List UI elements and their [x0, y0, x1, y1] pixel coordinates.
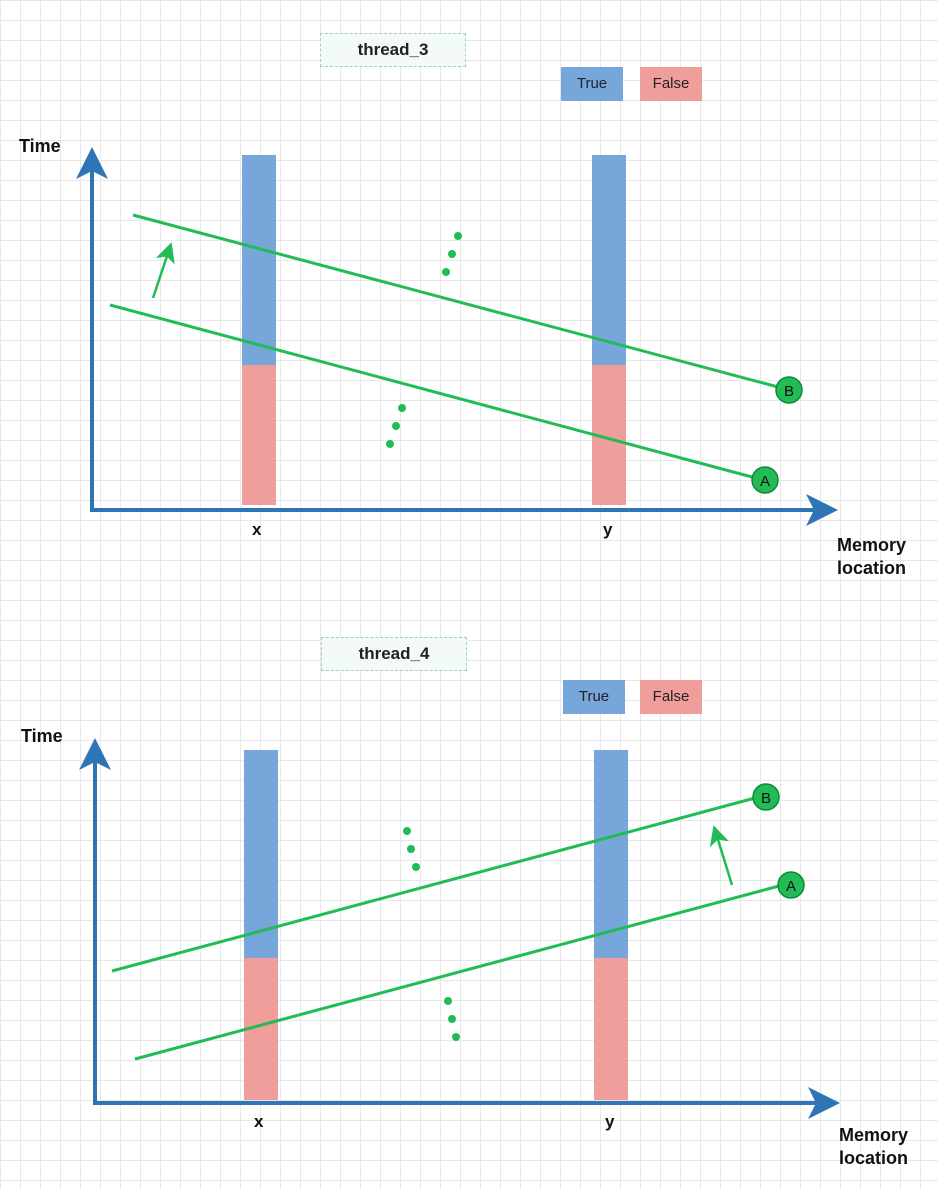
column-y-false-segment	[594, 958, 628, 1100]
panel-thread-3: B A thread_3 True False Time x y Memory …	[0, 0, 938, 594]
x-tick-x: x	[254, 1112, 264, 1131]
x-axis-label-line1: Memory	[838, 1125, 908, 1145]
legend-true: True	[563, 680, 625, 714]
progress-arrow	[709, 825, 734, 886]
node-b: B	[775, 376, 803, 404]
timeline-b	[132, 213, 779, 389]
x-axis-label-line2: location	[838, 1148, 908, 1168]
node-b-label: B	[761, 790, 771, 807]
x-tick-y: y	[605, 1112, 615, 1131]
panel-thread-4: B A thread_4 True False Time x y Memory …	[0, 594, 938, 1188]
timeline-a	[109, 303, 753, 479]
x-axis-label-line2: location	[836, 558, 906, 578]
node-a-label: A	[760, 473, 770, 490]
node-b-label: B	[784, 383, 794, 400]
column-x-true-segment	[244, 750, 278, 958]
legend-true: True	[561, 67, 623, 101]
column-x-true-segment	[242, 155, 276, 365]
node-a: A	[751, 466, 779, 494]
x-tick-x: x	[252, 520, 262, 539]
y-axis-label: Time	[19, 136, 61, 156]
ellipsis-upper	[403, 827, 420, 871]
y-axis-label: Time	[21, 726, 63, 746]
legend-false: False	[640, 680, 702, 714]
diagram-canvas: B A	[76, 147, 838, 526]
x-tick-y: y	[603, 520, 613, 539]
diagram-canvas: B A	[79, 738, 840, 1119]
ellipsis-lower	[444, 997, 460, 1041]
ellipsis-upper	[442, 232, 462, 276]
ellipsis-lower	[386, 404, 406, 448]
node-a-label: A	[786, 878, 796, 895]
x-axis-label: Memory location	[839, 1124, 908, 1170]
progress-arrow	[151, 242, 175, 299]
panel-title: thread_4	[321, 637, 467, 671]
node-b: B	[752, 783, 780, 811]
legend-false: False	[640, 67, 702, 101]
column-y-true-segment	[594, 750, 628, 958]
timeline-b	[111, 796, 756, 973]
column-x-false-segment	[242, 365, 276, 505]
x-axis-label-line1: Memory	[836, 535, 906, 555]
column-y-true-segment	[592, 155, 626, 365]
timeline-a	[134, 884, 780, 1061]
x-axis-label: Memory location	[837, 534, 906, 580]
panel-title: thread_3	[320, 33, 466, 67]
node-a: A	[777, 871, 805, 899]
